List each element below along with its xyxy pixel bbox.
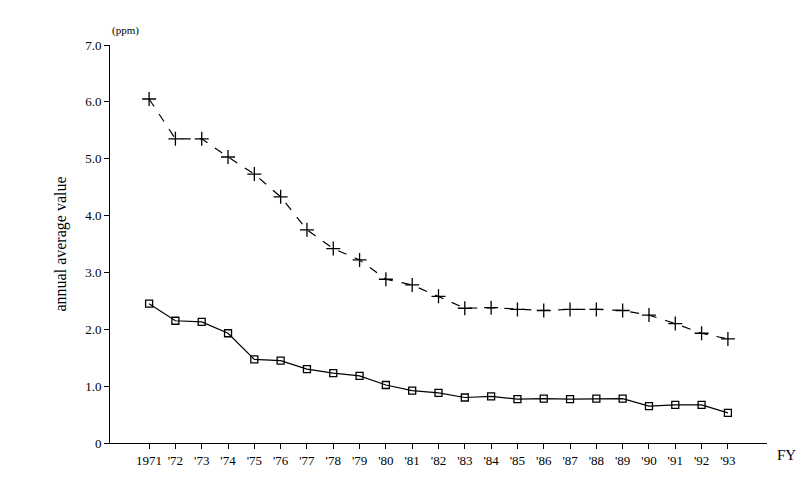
svg-text:2.0: 2.0: [85, 322, 101, 337]
svg-text:'83: '83: [457, 453, 472, 468]
svg-text:0: 0: [95, 436, 102, 451]
svg-text:'73: '73: [194, 453, 209, 468]
svg-text:'75: '75: [247, 453, 262, 468]
svg-text:'91: '91: [668, 453, 683, 468]
svg-text:'90: '90: [641, 453, 656, 468]
svg-text:'86: '86: [536, 453, 552, 468]
svg-text:'77: '77: [299, 453, 315, 468]
svg-text:FY: FY: [777, 447, 796, 463]
svg-text:1.0: 1.0: [85, 379, 101, 394]
svg-text:'87: '87: [562, 453, 578, 468]
svg-text:(ppm): (ppm): [112, 24, 139, 37]
svg-text:'82: '82: [431, 453, 446, 468]
svg-text:'74: '74: [220, 453, 236, 468]
svg-text:'93: '93: [720, 453, 735, 468]
svg-text:'92: '92: [694, 453, 709, 468]
svg-text:7.0: 7.0: [85, 38, 101, 53]
svg-text:annual average value: annual average value: [52, 176, 70, 311]
svg-text:'80: '80: [378, 453, 393, 468]
svg-text:'78: '78: [326, 453, 341, 468]
svg-text:'85: '85: [510, 453, 525, 468]
svg-text:3.0: 3.0: [85, 265, 101, 280]
svg-text:6.0: 6.0: [85, 94, 101, 109]
svg-text:1971: 1971: [136, 453, 162, 468]
svg-text:'84: '84: [483, 453, 499, 468]
svg-text:'89: '89: [615, 453, 630, 468]
svg-text:5.0: 5.0: [85, 151, 101, 166]
svg-text:'79: '79: [352, 453, 367, 468]
svg-text:'88: '88: [589, 453, 604, 468]
svg-text:'72: '72: [168, 453, 183, 468]
svg-text:'76: '76: [273, 453, 289, 468]
svg-text:4.0: 4.0: [85, 208, 101, 223]
svg-text:'81: '81: [405, 453, 420, 468]
